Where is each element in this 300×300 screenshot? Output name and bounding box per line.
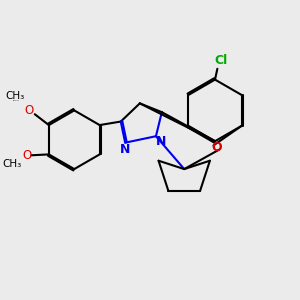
Text: Cl: Cl (214, 54, 227, 67)
Text: O: O (24, 104, 34, 117)
Text: CH₃: CH₃ (5, 91, 25, 101)
Text: O: O (22, 149, 32, 162)
Text: N: N (119, 142, 130, 156)
Text: CH₃: CH₃ (2, 159, 21, 169)
Text: O: O (211, 141, 222, 154)
Text: methoxy1: methoxy1 (12, 100, 20, 101)
Text: N: N (156, 135, 166, 148)
